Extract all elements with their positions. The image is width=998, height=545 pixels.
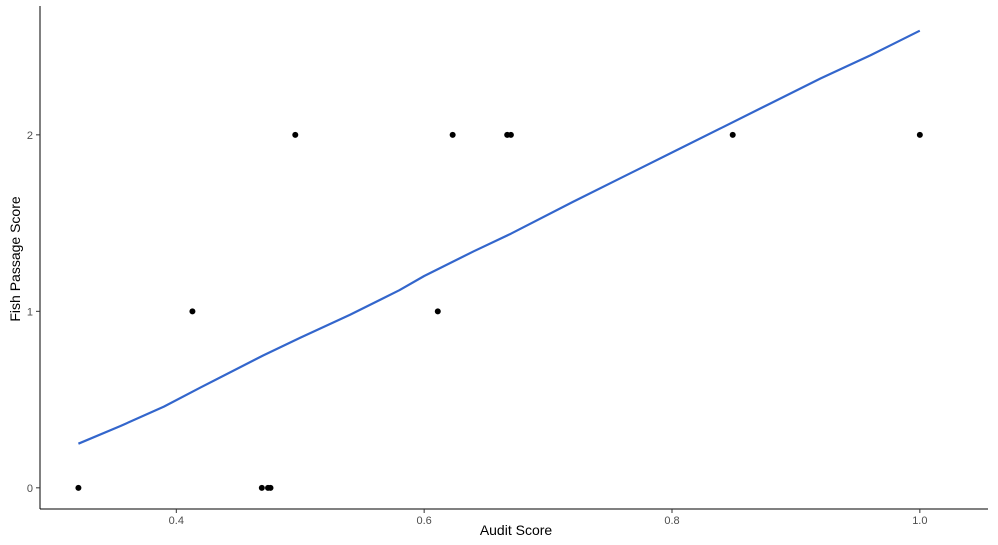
- data-point: [267, 484, 274, 491]
- data-point: [75, 484, 82, 491]
- data-point: [292, 131, 299, 138]
- y-axis-title: Fish Passage Score: [7, 196, 23, 321]
- x-tick-label: 0.8: [664, 515, 679, 527]
- data-points: [75, 131, 923, 491]
- data-point: [729, 131, 736, 138]
- y-tick-label: 0: [27, 483, 33, 495]
- x-tick-label: 0.4: [169, 515, 184, 527]
- data-point: [258, 484, 265, 491]
- data-point: [449, 131, 456, 138]
- x-axis-ticks: 0.4 0.6 0.8 1.0: [169, 509, 927, 527]
- y-tick-label: 1: [27, 306, 33, 318]
- data-point: [916, 131, 923, 138]
- data-point: [507, 131, 514, 138]
- trend-line: [77, 29, 921, 445]
- x-axis-title: Audit Score: [480, 522, 553, 538]
- x-tick-label: 1.0: [912, 515, 927, 527]
- trend-line-group: [77, 29, 921, 445]
- x-tick-label: 0.6: [417, 515, 432, 527]
- axes: [39, 6, 988, 510]
- data-point: [434, 308, 441, 315]
- data-point: [189, 308, 196, 315]
- y-axis-ticks: 0 1 2: [27, 130, 40, 495]
- y-tick-label: 2: [27, 130, 33, 142]
